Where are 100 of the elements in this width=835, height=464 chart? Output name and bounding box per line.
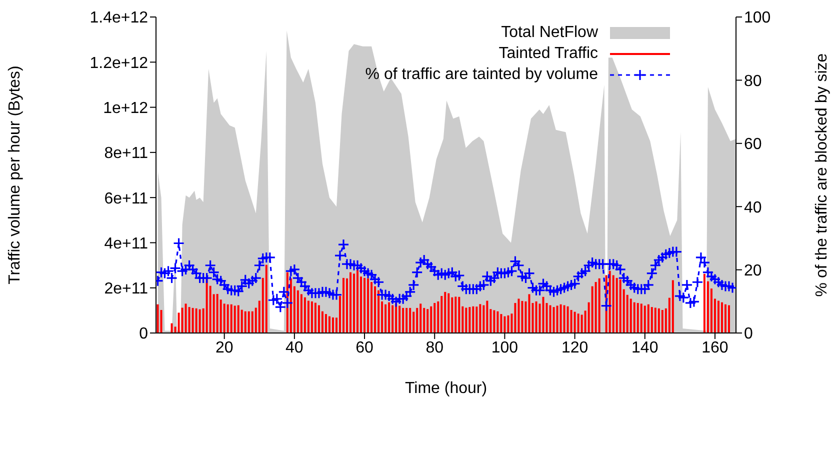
legend-label: Tainted Traffic bbox=[498, 44, 598, 62]
y2-tick-label: 40 bbox=[744, 199, 762, 216]
bar bbox=[223, 304, 226, 333]
bar bbox=[476, 306, 478, 333]
bar bbox=[367, 278, 370, 333]
bar bbox=[248, 311, 250, 333]
y-tick-label: 8e+11 bbox=[104, 145, 148, 162]
bar bbox=[552, 307, 555, 333]
bar bbox=[426, 309, 429, 333]
y-tick-label: 1.2e+12 bbox=[90, 54, 148, 72]
bar bbox=[434, 302, 436, 333]
bar bbox=[342, 278, 344, 333]
bar bbox=[444, 292, 446, 333]
bar bbox=[720, 302, 723, 333]
bar bbox=[608, 270, 611, 333]
bar bbox=[724, 304, 726, 333]
bar bbox=[181, 308, 184, 333]
y-tick-label: 4e+11 bbox=[104, 235, 148, 252]
bar bbox=[574, 312, 576, 333]
bar bbox=[535, 301, 538, 333]
bar bbox=[402, 308, 404, 333]
bar bbox=[598, 278, 600, 333]
bar bbox=[416, 308, 418, 333]
bar bbox=[374, 286, 376, 333]
bar bbox=[728, 305, 730, 333]
legend-label: % of traffic are tainted by volume bbox=[365, 66, 598, 84]
bar bbox=[395, 302, 398, 333]
bar bbox=[468, 307, 471, 333]
bar bbox=[672, 280, 674, 333]
bar bbox=[650, 307, 653, 333]
bar bbox=[472, 306, 474, 333]
bar bbox=[518, 298, 520, 333]
bar bbox=[504, 316, 506, 333]
bar bbox=[356, 270, 359, 333]
x-tick-label: 140 bbox=[632, 339, 658, 356]
bar bbox=[184, 304, 187, 333]
bar bbox=[296, 290, 299, 333]
bar bbox=[420, 304, 422, 333]
bar bbox=[170, 323, 173, 333]
bar bbox=[507, 315, 510, 333]
bar bbox=[570, 310, 572, 333]
y-tick-label: 1e+12 bbox=[103, 100, 148, 117]
y-tick-label: 1.4e+12 bbox=[90, 10, 148, 27]
bar bbox=[703, 274, 706, 333]
y2-tick-label: 100 bbox=[744, 10, 771, 27]
bar bbox=[350, 272, 352, 333]
bar bbox=[409, 308, 412, 333]
bar bbox=[521, 300, 524, 333]
bar bbox=[500, 314, 502, 333]
bar bbox=[549, 305, 552, 333]
bar bbox=[406, 308, 408, 333]
bar bbox=[265, 264, 268, 333]
bar bbox=[430, 306, 432, 333]
y-tick-label: 6e+11 bbox=[104, 190, 148, 208]
bar bbox=[566, 306, 569, 333]
bar bbox=[454, 296, 457, 333]
bar bbox=[661, 310, 664, 333]
y2-axis-title: % of the traffic are blocked by size bbox=[814, 53, 831, 297]
bar bbox=[364, 278, 366, 333]
bar bbox=[251, 311, 254, 333]
bar bbox=[619, 280, 622, 333]
y2-tick-label: 0 bbox=[744, 326, 753, 343]
x-tick-label: 160 bbox=[702, 339, 728, 356]
bar bbox=[216, 294, 218, 333]
y2-tick-label: 60 bbox=[744, 136, 762, 154]
bar bbox=[594, 282, 597, 333]
bar bbox=[591, 286, 594, 333]
bar bbox=[538, 304, 541, 333]
bar bbox=[300, 294, 302, 333]
y2-tick-label: 80 bbox=[744, 72, 762, 90]
bar bbox=[556, 306, 558, 333]
bar bbox=[198, 309, 201, 333]
y2-tick-label: 20 bbox=[744, 262, 762, 280]
bar bbox=[633, 302, 636, 333]
bar bbox=[612, 275, 614, 333]
bar bbox=[188, 307, 190, 333]
bar bbox=[440, 296, 443, 333]
bar bbox=[324, 314, 327, 333]
x-tick-label: 40 bbox=[286, 339, 304, 356]
bar bbox=[458, 296, 460, 333]
bar bbox=[304, 297, 306, 333]
bar bbox=[332, 317, 334, 333]
y-tick-label: 2e+11 bbox=[104, 280, 148, 298]
bar bbox=[398, 306, 401, 333]
bar bbox=[195, 308, 198, 333]
bar bbox=[717, 300, 720, 333]
bar bbox=[616, 278, 618, 333]
x-tick-label: 60 bbox=[356, 339, 374, 356]
bar bbox=[479, 304, 482, 333]
bar bbox=[237, 305, 240, 333]
bar bbox=[244, 311, 246, 333]
bar bbox=[230, 304, 232, 333]
bar bbox=[560, 304, 562, 333]
bar bbox=[451, 297, 454, 333]
bar bbox=[378, 290, 380, 333]
y-tick-label: 0 bbox=[139, 326, 148, 343]
bar bbox=[514, 302, 516, 333]
bar bbox=[226, 304, 229, 333]
x-tick-label: 20 bbox=[215, 339, 234, 356]
bar bbox=[647, 304, 650, 333]
